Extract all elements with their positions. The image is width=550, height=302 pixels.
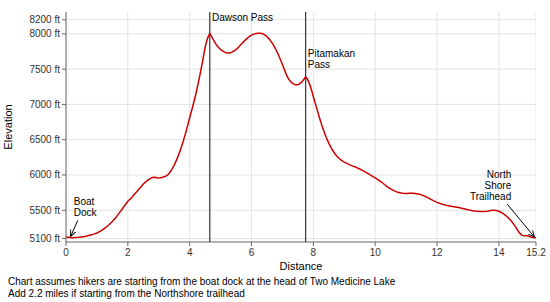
grid-line-x [189,12,190,242]
grid-line-x [66,12,67,242]
y-tick-label: 8000 ft [29,28,60,39]
grid-line-y [66,174,536,175]
x-tick-label: 6 [249,247,255,258]
x-axis-line [66,242,536,243]
caption: Add 2.2 miles if starting from the North… [8,288,245,299]
x-tick-label: 4 [187,247,193,258]
annotation-line: Trailhead [470,191,511,202]
x-tick-label: 2 [125,247,131,258]
annotation: Dawson Pass [212,12,273,23]
y-tick [62,19,66,20]
pass-line [305,12,306,242]
grid-line-x [536,12,537,242]
y-axis-label: Elevation [2,104,14,149]
x-tick-label: 15.2 [526,247,546,258]
annotation-line: Dock [74,207,98,218]
x-tick [66,242,67,246]
annotation-arrow [71,220,78,236]
annotation: NorthShoreTrailhead [470,169,512,202]
x-tick [189,242,190,246]
plot-data [66,12,536,242]
y-tick [62,210,66,211]
grid-line-y [66,210,536,211]
x-tick [498,242,499,246]
y-tick [62,174,66,175]
x-tick [375,242,376,246]
annotation-line: Pitamakan [308,48,355,59]
y-tick-label: 5500 ft [29,205,60,216]
y-axis-line [66,12,67,242]
annotation: PitamakanPass [308,48,355,70]
annotation-line: Boat [74,196,95,207]
x-tick [313,242,314,246]
x-tick [127,242,128,246]
grid-line-y [66,238,536,239]
caption: Chart assumes hikers are starting from t… [8,276,396,287]
grid-line-x [437,12,438,242]
x-tick [437,242,438,246]
y-tick [62,69,66,70]
annotation-line: Dawson Pass [212,12,273,23]
x-tick-label: 10 [370,247,382,258]
x-tick-label: 14 [493,247,505,258]
grid-line-x [498,12,499,242]
y-tick [62,238,66,239]
annotation: BoatDock [74,196,98,218]
chart: 0 2 4 6 8 10 12 14 15.2 5100 ft 5500 ft 6000 ft 6500… [0,0,550,302]
annotation-line: North [487,169,511,180]
x-tick-label: 12 [431,247,443,258]
pass-line [209,12,210,242]
grid-line-y [66,33,536,34]
y-tick-label: 5100 ft [29,233,60,244]
grid-line-x [251,12,252,242]
y-tick [62,33,66,34]
x-tick-label: 0 [63,247,69,258]
grid-line-x [313,12,314,242]
annotation-line: Shore [485,180,512,191]
y-tick [62,104,66,105]
grid-line-x [127,12,128,242]
grid-line-y [66,19,536,20]
grid-line-y [66,69,536,70]
x-tick [536,242,537,246]
grid [66,12,536,242]
y-tick [62,139,66,140]
annotation-line: Pass [308,59,330,70]
annotation-arrow [507,204,534,237]
y-tick-label: 6500 ft [29,134,60,145]
x-axis-label: Distance [280,260,323,272]
x-tick [251,242,252,246]
y-tick-label: 7000 ft [29,99,60,110]
y-tick-label: 8200 ft [29,14,60,25]
y-tick-label: 6000 ft [29,169,60,180]
grid-line-y [66,139,536,140]
y-tick-label: 7500 ft [29,64,60,75]
x-tick-label: 8 [311,247,317,258]
elevation-line [66,33,536,238]
grid-line-y [66,104,536,105]
grid-line-x [375,12,376,242]
